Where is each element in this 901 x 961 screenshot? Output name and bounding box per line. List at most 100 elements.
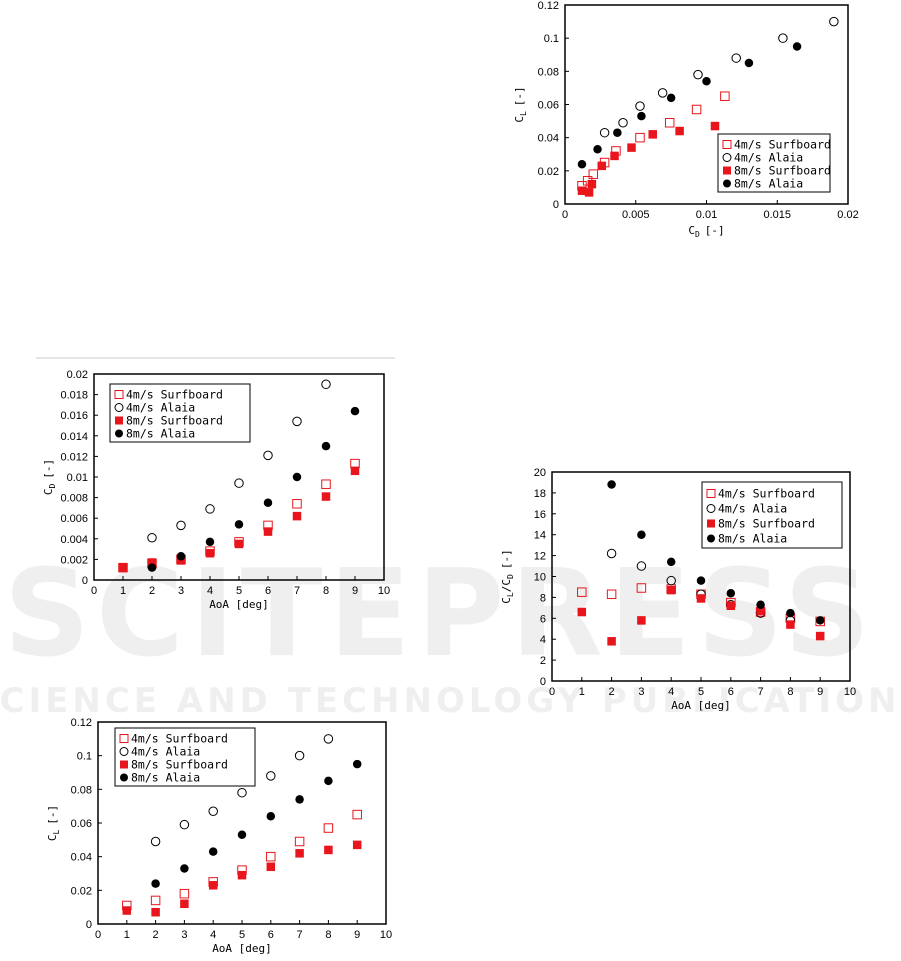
data-point [263,527,273,536]
data-point [618,117,628,128]
x-axis-label: AoA [deg] [209,598,269,611]
data-point [786,620,795,629]
legend-marker [722,140,732,149]
y-axis-label-part: L [519,111,528,116]
legend-marker [119,747,129,756]
series-square-open [122,809,362,911]
data-point [263,498,273,507]
data-point [266,771,276,781]
legend-box [701,481,843,549]
y-tick-label: 0.02 [71,885,92,897]
watermark-sub-text: SCIENCE AND TECHNOLOGY PUBLICATIONS [0,681,901,721]
data-point [606,548,617,559]
x-tick-label: 3 [178,585,184,597]
data-point [147,533,157,543]
data-point [786,608,795,618]
data-point [720,91,730,101]
data-point [295,849,304,858]
data-point [321,379,331,390]
data-point [179,819,190,830]
data-point [691,104,702,115]
data-point [292,472,302,482]
y-tick-label: 12 [534,551,546,563]
y-tick-label: 0.04 [71,852,92,864]
y-tick-label: 0.12 [71,717,92,729]
x-tick-label: 6 [268,929,274,941]
y-tick-label: 14 [534,530,546,542]
legend-marker [707,519,715,528]
legend-entry-label: 4m/s Surfboard [718,487,815,501]
x-tick-label: 3 [181,929,187,941]
data-point [234,478,244,488]
y-tick-label: 20 [534,467,546,479]
data-point [179,888,190,899]
data-point [599,127,610,138]
data-point [292,499,302,509]
data-point [122,906,132,915]
data-point [710,121,720,131]
data-point [726,601,736,611]
x-tick-label: 4 [207,585,213,597]
x-tick-label: 1 [124,929,130,941]
data-point [266,851,276,862]
y-tick-label: 8 [540,592,546,604]
data-point [613,128,622,137]
data-point [607,480,616,489]
y-tick-label: 2 [540,655,546,667]
legend-entry-label: 4m/s Surfboard [131,732,228,746]
data-point [666,557,676,567]
x-tick-label: 10 [378,585,390,597]
data-point [324,845,333,855]
x-axis-label: AoA [deg] [212,942,272,955]
series-square-open [577,91,730,191]
data-point [744,58,754,68]
y-tick-label: 0.01 [67,472,88,484]
x-tick-label: 1 [579,686,585,698]
data-point [118,563,128,572]
data-point [577,607,587,617]
data-point [627,143,636,152]
y-axis-label-part: C [42,489,55,496]
data-point [321,492,331,501]
x-tick-label: 0.005 [622,209,650,221]
series-square-filled [122,840,362,917]
x-tick-label: 5 [239,929,245,941]
data-point [588,169,599,179]
data-point [180,864,189,873]
data-point [324,776,333,786]
y-axis-label-part: D [48,484,57,489]
y-axis-label-part: C [500,597,513,604]
y-tick-label: 18 [534,488,546,500]
x-tick-label: 8 [787,686,793,698]
data-point [696,594,706,603]
data-point [205,504,215,514]
x-axis-label: CD [-] [688,224,724,239]
legend-box [109,383,251,443]
data-point [606,589,617,600]
data-point [352,840,362,850]
x-tick-label: 9 [817,686,823,698]
data-point [266,862,276,872]
y-tick-label: 0.06 [538,100,559,112]
data-point [664,117,675,128]
data-point [675,126,684,136]
series-circle-filled [577,42,802,169]
y-axis-label: CL [-] [513,86,528,122]
legend-marker [723,179,731,188]
x-tick-label: 4 [210,929,216,941]
data-point [234,520,244,529]
data-point [731,53,741,63]
y-tick-label: 0.02 [67,369,88,381]
x-tick-label: 7 [758,686,764,698]
data-point [295,795,304,804]
series-square-filled [577,121,720,197]
data-point [350,466,360,476]
series-circle-open [150,734,334,847]
data-point [237,787,247,798]
x-tick-label: 6 [728,686,734,698]
data-point [147,563,157,572]
x-tick-label: 9 [352,585,358,597]
legend-marker [706,504,716,513]
x-tick-label: 10 [844,686,856,698]
